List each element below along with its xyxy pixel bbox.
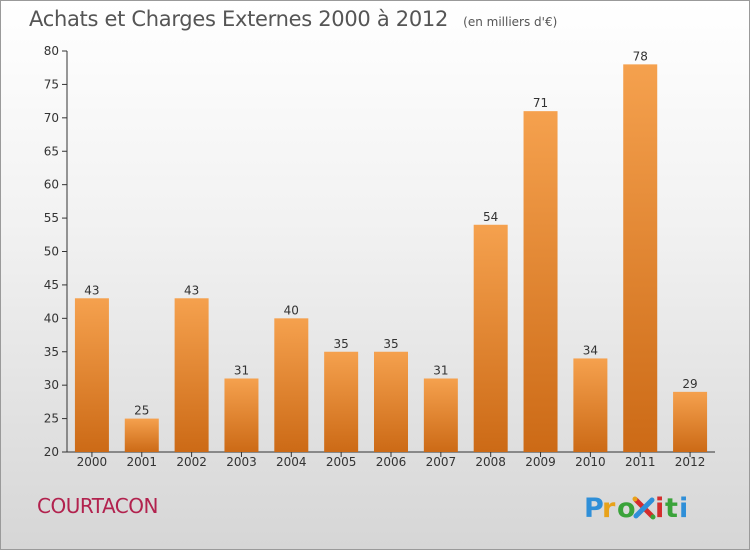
chart-title: Achats et Charges Externes 2000 à 2012: [29, 7, 449, 31]
x-tick-label: 2011: [625, 455, 656, 469]
proxiti-logo-graphic: P r o i t i: [584, 493, 689, 524]
x-tick-label: 2004: [276, 455, 307, 469]
y-tick-label: 60: [44, 178, 59, 192]
value-label: 29: [682, 377, 697, 391]
value-label: 31: [433, 363, 448, 377]
x-tick-label: 2012: [675, 455, 706, 469]
value-label: 31: [234, 363, 249, 377]
x-tick-label: 2006: [376, 455, 407, 469]
y-tick-label: 20: [44, 445, 59, 459]
bar-2009: [523, 111, 558, 453]
svg-text:P: P: [584, 493, 604, 524]
value-label: 43: [184, 283, 199, 297]
y-tick-label: 70: [44, 111, 59, 125]
value-label: 35: [334, 337, 349, 351]
x-tick-label: 2001: [126, 455, 157, 469]
chart-unit: (en milliers d'€): [463, 15, 558, 29]
x-tick-label: 2005: [326, 455, 357, 469]
bar-2000: [74, 298, 109, 452]
x-tick-label: 2009: [525, 455, 556, 469]
bar-2012: [673, 391, 708, 452]
y-tick-label: 65: [44, 144, 59, 158]
x-tick-label: 2010: [575, 455, 606, 469]
bar-2010: [573, 358, 608, 452]
y-tick-label: 55: [44, 211, 59, 225]
value-label: 43: [84, 283, 99, 297]
bar-2005: [324, 351, 359, 452]
x-tick-label: 2008: [475, 455, 506, 469]
y-tick-label: 35: [44, 345, 59, 359]
bar-2006: [374, 351, 408, 452]
bar-2011: [623, 64, 658, 452]
bar-2002: [174, 298, 209, 452]
x-tick-label: 2007: [426, 455, 457, 469]
y-tick-label: 50: [44, 245, 59, 259]
value-label: 34: [583, 343, 598, 357]
value-label: 25: [134, 404, 149, 418]
value-label: 54: [483, 210, 498, 224]
svg-text:t: t: [665, 493, 678, 524]
x-tick-label: 2003: [226, 455, 257, 469]
value-label: 78: [633, 49, 648, 63]
x-tick-label: 2000: [77, 455, 108, 469]
value-label: 71: [533, 96, 548, 110]
bar-2004: [274, 318, 309, 452]
bar-2007: [423, 378, 458, 452]
y-tick-label: 40: [44, 311, 59, 325]
svg-text:i: i: [679, 493, 689, 524]
svg-text:i: i: [655, 493, 665, 524]
commune-name: COURTACON: [37, 494, 158, 518]
bar-2001: [124, 418, 159, 452]
y-tick-label: 45: [44, 278, 59, 292]
svg-text:o: o: [617, 493, 636, 524]
bar-2008: [473, 224, 508, 452]
y-tick-label: 80: [44, 44, 59, 58]
proxiti-logo: P r o i t i: [584, 490, 694, 533]
value-label: 35: [383, 337, 398, 351]
y-tick-label: 25: [44, 412, 59, 426]
bar-2003: [224, 378, 259, 452]
y-tick-label: 30: [44, 378, 59, 392]
x-tick-label: 2002: [176, 455, 207, 469]
svg-text:r: r: [602, 493, 616, 524]
title-row: Achats et Charges Externes 2000 à 2012 (…: [29, 7, 557, 31]
y-tick-label: 75: [44, 77, 59, 91]
value-label: 40: [284, 303, 299, 317]
